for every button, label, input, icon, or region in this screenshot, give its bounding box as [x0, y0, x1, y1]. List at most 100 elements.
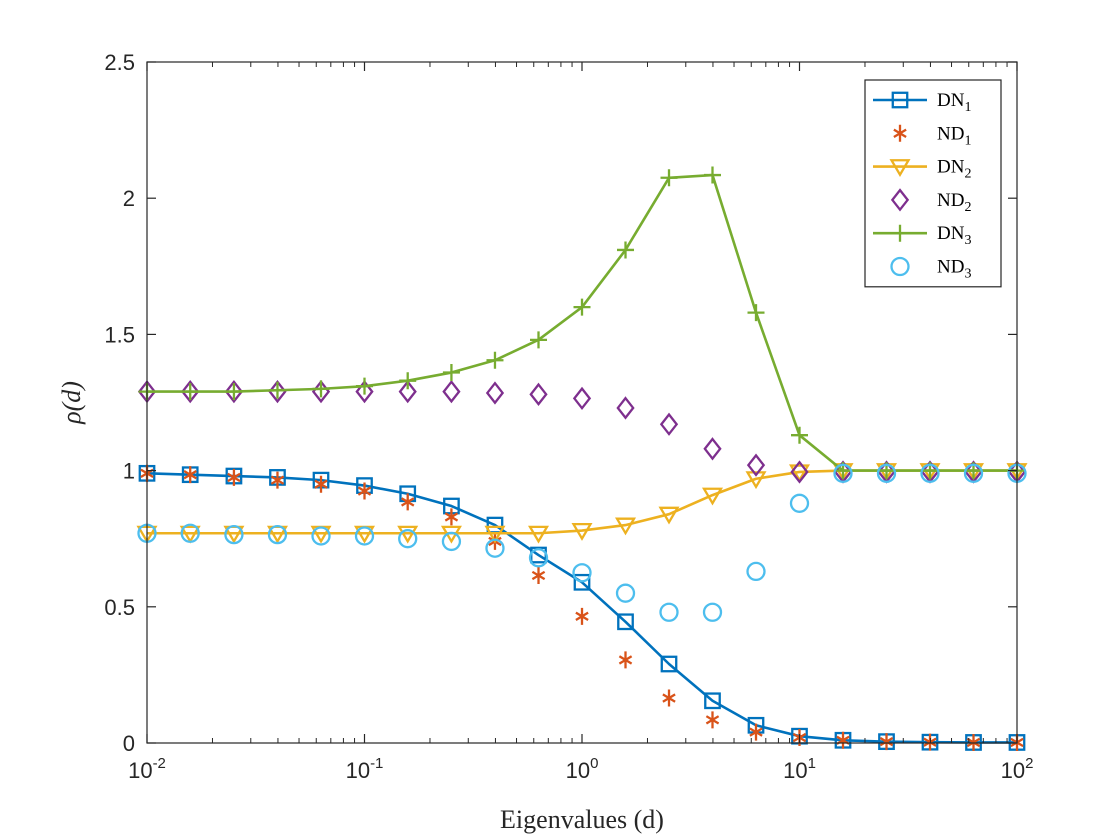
data-point	[268, 381, 286, 399]
data-point	[614, 517, 637, 536]
data-point	[746, 561, 766, 582]
legend-label: ND2	[937, 190, 971, 215]
legend-item: DN2	[873, 157, 971, 182]
data-point	[268, 379, 287, 404]
data-point	[702, 602, 723, 622]
data-point	[615, 583, 636, 603]
legend-box	[864, 79, 1002, 288]
y-tick-label: 0.5	[104, 595, 135, 620]
data-point	[224, 379, 244, 404]
data-point	[181, 383, 199, 401]
data-point	[314, 475, 328, 493]
legend-item: ND1	[893, 123, 971, 148]
legend-marker	[891, 224, 909, 242]
legend-item: DN1	[873, 90, 971, 115]
y-tick-label: 1	[123, 459, 135, 484]
data-point	[747, 304, 765, 322]
data-point	[398, 379, 417, 404]
data-point	[617, 241, 635, 259]
data-point	[530, 331, 548, 349]
y-axis-title: ρ(d)	[57, 381, 86, 425]
legend-label: DN3	[937, 223, 971, 248]
data-point	[227, 468, 241, 486]
data-point	[658, 506, 680, 525]
data-point	[398, 529, 418, 549]
data-point	[354, 526, 375, 546]
data-point	[701, 487, 724, 506]
data-point	[399, 372, 417, 390]
data-point	[180, 523, 200, 543]
legend-label: DN1	[937, 90, 971, 115]
data-point	[225, 383, 243, 401]
data-point	[270, 471, 285, 489]
legend-label: DN2	[937, 157, 971, 182]
y-tick-label: 2.5	[104, 50, 135, 75]
data-point	[920, 463, 940, 483]
data-point	[397, 525, 419, 544]
data-point	[527, 525, 550, 544]
data-point	[485, 538, 505, 558]
data-point	[617, 613, 634, 631]
data-point	[485, 381, 505, 405]
x-tick-label: 102	[1001, 755, 1034, 783]
x-tick-label: 10-1	[346, 755, 384, 783]
data-point	[357, 482, 372, 500]
data-point	[749, 723, 763, 741]
legend-label: ND3	[937, 257, 971, 282]
data-point	[484, 525, 506, 544]
data-point	[573, 298, 591, 316]
data-point	[879, 733, 894, 751]
data-point	[791, 426, 808, 444]
data-point	[660, 169, 678, 187]
x-tick-label: 101	[783, 755, 816, 783]
data-point	[572, 386, 592, 411]
data-point	[224, 524, 244, 545]
data-point	[573, 573, 591, 591]
data-point	[528, 548, 549, 568]
data-point	[355, 379, 374, 404]
x-tick-label: 10-2	[128, 755, 166, 783]
x-axis-title: Eigenvalues (d)	[500, 805, 664, 834]
data-point	[442, 379, 461, 404]
y-tick-label: 1.5	[104, 322, 135, 347]
data-point	[745, 471, 767, 490]
data-point	[486, 351, 504, 369]
legend-label: ND1	[937, 123, 971, 148]
legend-item: ND2	[890, 188, 971, 215]
data-point	[703, 437, 722, 461]
legend-marker	[890, 256, 910, 277]
data-point	[704, 692, 721, 710]
data-point	[789, 493, 810, 513]
data-point	[183, 466, 197, 484]
data-point	[833, 463, 853, 483]
data-point	[356, 377, 373, 395]
data-point	[746, 453, 766, 477]
data-point	[400, 493, 415, 511]
data-point	[705, 711, 720, 729]
data-point	[790, 460, 809, 484]
data-point	[660, 655, 678, 673]
legend-marker	[891, 91, 909, 109]
y-tick-label: 2	[123, 186, 135, 211]
data-point	[572, 563, 592, 583]
legend-marker	[890, 188, 910, 212]
data-point	[575, 607, 589, 625]
x-tick-label: 100	[566, 755, 599, 783]
legend-marker	[893, 124, 907, 142]
data-point	[876, 463, 897, 483]
data-point	[659, 602, 679, 622]
data-point	[529, 382, 548, 406]
series-nd2	[137, 379, 1027, 484]
data-point	[444, 508, 459, 526]
data-point	[963, 463, 984, 483]
data-point	[571, 523, 593, 541]
series-nd1	[140, 464, 1024, 751]
data-point	[531, 566, 546, 584]
data-point	[312, 380, 330, 398]
data-point	[788, 464, 811, 483]
data-point	[181, 379, 200, 404]
axis-ticks: 0 0.5 1 1.5 2 2.5 10-2 10-1 100 101 102	[104, 50, 1033, 783]
plot-area	[136, 166, 1028, 751]
data-point	[703, 166, 721, 184]
